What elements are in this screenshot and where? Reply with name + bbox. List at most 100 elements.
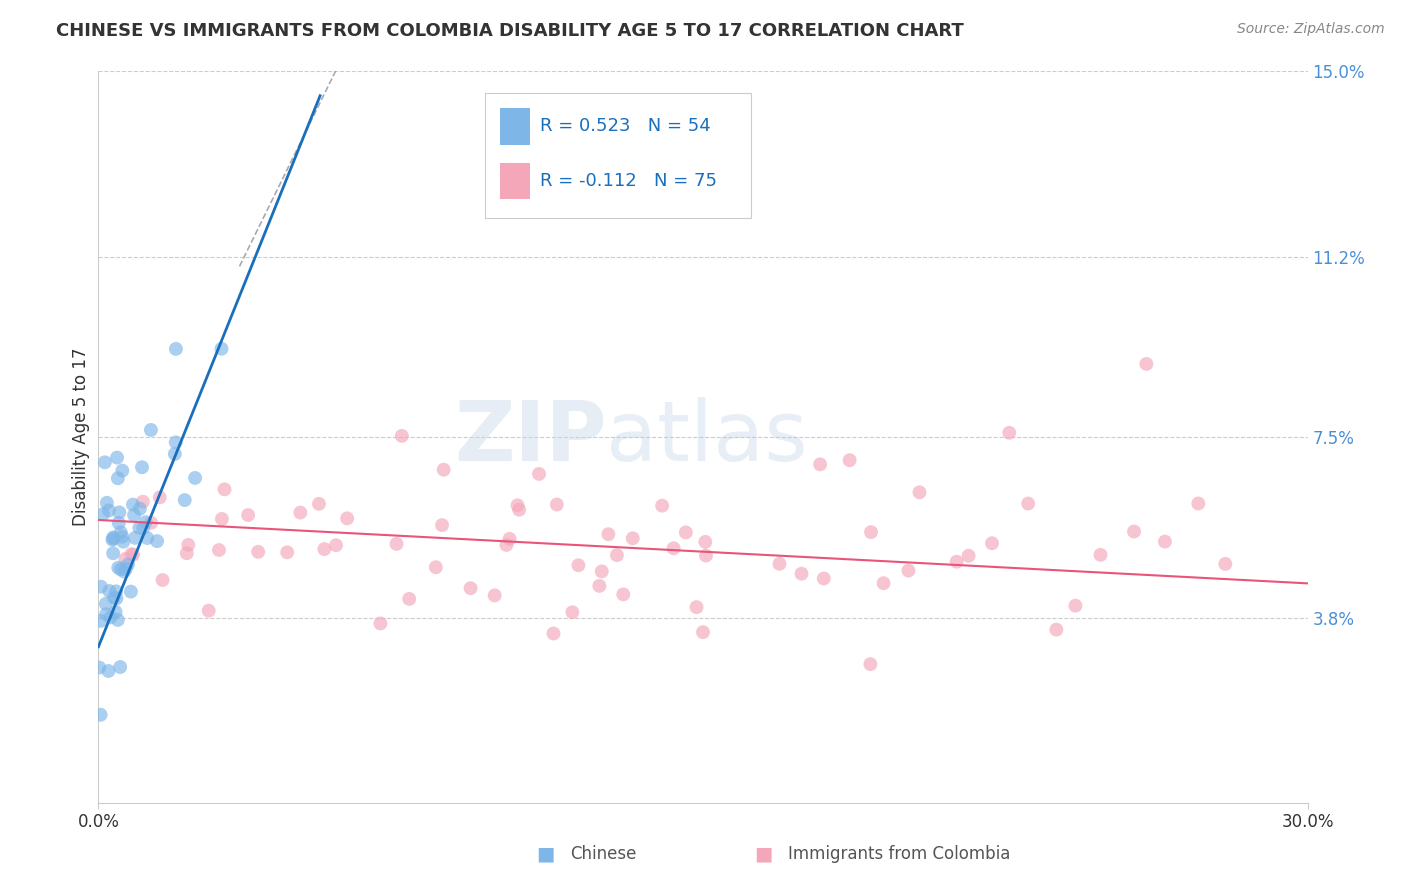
Point [90, 580, 112, 594]
Point [430, 518, 453, 533]
Point [184, 471, 207, 485]
Point [897, 564, 920, 578]
Point [124, 531, 146, 545]
Point [908, 485, 931, 500]
Point [768, 557, 790, 571]
Point [370, 616, 392, 631]
Point [567, 558, 589, 573]
FancyBboxPatch shape [485, 94, 751, 218]
Point [94, 455, 117, 469]
Point [211, 342, 233, 356]
Point [527, 467, 550, 481]
Point [177, 538, 200, 552]
Text: ■: ■ [754, 845, 773, 863]
Point [290, 506, 312, 520]
Point [484, 588, 506, 602]
Point [606, 548, 628, 562]
Point [391, 429, 413, 443]
Point [872, 576, 894, 591]
Text: Source: ZipAtlas.com: Source: ZipAtlas.com [1237, 22, 1385, 37]
Point [90, 707, 112, 722]
Point [385, 537, 408, 551]
Point [165, 342, 187, 356]
Point [107, 560, 129, 574]
Point [128, 521, 150, 535]
Point [561, 605, 583, 619]
Text: R = 0.523   N = 54: R = 0.523 N = 54 [540, 117, 710, 136]
Point [1017, 497, 1039, 511]
Text: ZIP: ZIP [454, 397, 606, 477]
Point [101, 533, 124, 547]
Point [90, 614, 112, 628]
Point [981, 536, 1004, 550]
Point [108, 505, 131, 519]
Point [859, 657, 882, 672]
Point [96, 607, 118, 622]
Point [101, 546, 124, 560]
Text: R = -0.112   N = 75: R = -0.112 N = 75 [540, 172, 717, 190]
Point [247, 545, 270, 559]
Point [110, 525, 132, 540]
FancyBboxPatch shape [501, 108, 530, 145]
Point [236, 508, 259, 522]
Point [165, 435, 187, 450]
Point [135, 515, 157, 529]
Point [314, 542, 336, 557]
Point [97, 503, 120, 517]
Point [173, 493, 195, 508]
Point [1135, 357, 1157, 371]
Point [89, 660, 111, 674]
Point [425, 560, 447, 574]
Point [114, 562, 136, 576]
Point [998, 425, 1021, 440]
Point [838, 453, 860, 467]
Point [94, 597, 117, 611]
Point [107, 471, 129, 485]
Point [685, 600, 707, 615]
Point [122, 508, 145, 522]
Point [588, 579, 610, 593]
Point [117, 558, 139, 572]
Point [132, 494, 155, 508]
Point [675, 525, 697, 540]
Point [107, 613, 129, 627]
Point [433, 463, 456, 477]
Y-axis label: Disability Age 5 to 17: Disability Age 5 to 17 [72, 348, 90, 526]
Point [506, 498, 529, 512]
Point [508, 502, 530, 516]
Point [398, 591, 420, 606]
Point [100, 610, 122, 624]
Text: CHINESE VS IMMIGRANTS FROM COLOMBIA DISABILITY AGE 5 TO 17 CORRELATION CHART: CHINESE VS IMMIGRANTS FROM COLOMBIA DISA… [56, 22, 965, 40]
Point [163, 447, 186, 461]
Point [197, 604, 219, 618]
Point [211, 512, 233, 526]
Point [1123, 524, 1146, 539]
Point [108, 660, 131, 674]
Point [543, 626, 565, 640]
Point [149, 491, 172, 505]
Point [132, 521, 155, 535]
Point [621, 531, 644, 545]
Point [98, 584, 121, 599]
Text: ■: ■ [537, 845, 555, 863]
Point [139, 516, 162, 530]
Point [214, 483, 236, 497]
Point [103, 591, 125, 605]
Point [808, 458, 831, 472]
Point [103, 532, 125, 546]
Point [1187, 496, 1209, 510]
Point [120, 584, 142, 599]
Point [122, 548, 145, 562]
Point [136, 531, 159, 545]
Point [111, 530, 134, 544]
Point [276, 545, 298, 559]
Point [460, 581, 482, 595]
Text: Immigrants from Colombia: Immigrants from Colombia [787, 845, 1010, 863]
Point [91, 507, 114, 521]
Point [111, 464, 134, 478]
Point [651, 499, 673, 513]
Point [495, 538, 517, 552]
Point [1090, 548, 1112, 562]
Point [336, 511, 359, 525]
Point [131, 460, 153, 475]
